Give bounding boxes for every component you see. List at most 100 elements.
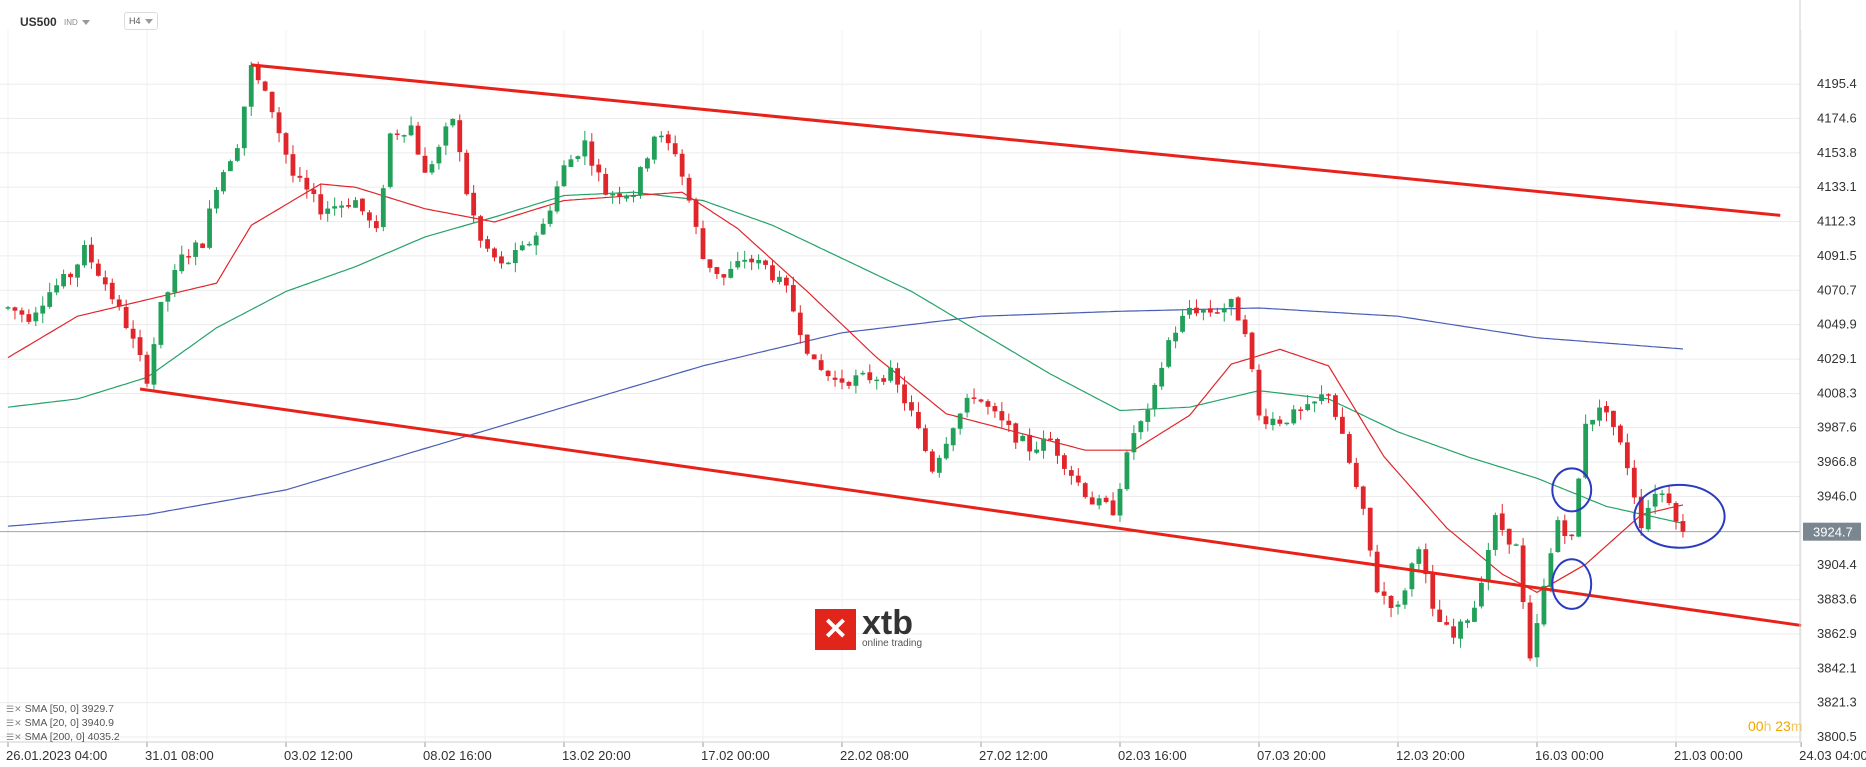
settings-icon[interactable]: ☰✕ bbox=[6, 704, 22, 714]
current-price-label: 3924.7 bbox=[1813, 525, 1853, 540]
candle-body bbox=[109, 282, 115, 300]
legend-item[interactable]: ☰✕ SMA [200, 0] 4035.2 bbox=[6, 730, 120, 744]
market-selector[interactable]: IND bbox=[64, 14, 90, 30]
candle-body bbox=[1555, 520, 1561, 552]
candle-body bbox=[1395, 604, 1401, 607]
x-tick-label: 03.02 12:00 bbox=[284, 748, 353, 763]
candle-body bbox=[742, 259, 748, 262]
candle-body bbox=[158, 301, 164, 345]
legend-item[interactable]: ☰✕ SMA [50, 0] 3929.7 bbox=[6, 702, 120, 716]
candle-body bbox=[658, 135, 664, 138]
candle-body bbox=[262, 81, 268, 91]
candle-body bbox=[874, 379, 880, 382]
instrument-symbol[interactable]: US500 bbox=[20, 15, 57, 29]
candle-body bbox=[234, 148, 240, 161]
candle-body bbox=[241, 106, 247, 149]
candle-body bbox=[1340, 416, 1345, 434]
channel-upper-trendline[interactable] bbox=[251, 63, 1781, 217]
candle-body bbox=[1381, 591, 1387, 596]
candle-body bbox=[1583, 423, 1589, 478]
candle-body bbox=[408, 125, 414, 136]
x-tick-label: 31.01 08:00 bbox=[145, 748, 214, 763]
candle-body bbox=[512, 250, 518, 264]
highlight-ellipse[interactable] bbox=[1551, 467, 1593, 513]
candle-body bbox=[672, 143, 678, 155]
candle-body bbox=[1590, 419, 1595, 425]
candle-body bbox=[297, 175, 303, 178]
candle-body bbox=[1458, 621, 1463, 639]
candle-body bbox=[1506, 528, 1512, 545]
legend-item[interactable]: ☰✕ SMA [20, 0] 3940.9 bbox=[6, 716, 120, 730]
candle-body bbox=[624, 195, 629, 199]
candle-body bbox=[978, 399, 984, 402]
highlight-ellipse[interactable] bbox=[1551, 558, 1593, 610]
candle-body bbox=[909, 402, 914, 411]
x-tick-label: 13.02 20:00 bbox=[562, 748, 631, 763]
candle-body bbox=[971, 397, 977, 399]
channel-lower-trendline[interactable] bbox=[139, 387, 1802, 627]
candle-body bbox=[839, 378, 845, 383]
candle-body bbox=[116, 299, 122, 307]
candle-body bbox=[999, 411, 1005, 421]
candle-body bbox=[436, 146, 442, 164]
candle-body bbox=[1576, 478, 1582, 537]
candle-body bbox=[1145, 409, 1151, 422]
x-tick-label: 16.03 00:00 bbox=[1535, 748, 1604, 763]
countdown-minutes-unit: m bbox=[1790, 718, 1803, 734]
candle-body bbox=[519, 245, 525, 251]
drawings[interactable] bbox=[139, 63, 1802, 627]
y-tick-label: 3821.3 bbox=[1817, 695, 1857, 710]
candle-body bbox=[721, 274, 727, 278]
candle-body bbox=[1013, 423, 1019, 443]
candle-body bbox=[1673, 503, 1679, 522]
candle-body bbox=[248, 65, 254, 107]
timeframe-label: H4 bbox=[129, 16, 141, 26]
candle-body bbox=[1305, 404, 1311, 411]
candle-body bbox=[888, 367, 894, 381]
candle-body bbox=[1367, 507, 1373, 551]
candle-body bbox=[1194, 307, 1199, 314]
x-tick-label: 17.02 00:00 bbox=[701, 748, 770, 763]
candle-body bbox=[832, 377, 838, 380]
candle-body bbox=[179, 254, 185, 272]
x-tick-label: 12.03 20:00 bbox=[1396, 748, 1465, 763]
candle-body bbox=[1527, 602, 1533, 659]
candle-body bbox=[1624, 442, 1630, 469]
settings-icon[interactable]: ☰✕ bbox=[6, 732, 22, 742]
candle-body bbox=[1638, 496, 1644, 529]
watermark-logo: ✕ xtb online trading bbox=[815, 606, 922, 650]
chevron-down-icon bbox=[81, 19, 90, 25]
legend-label: SMA [50, 0] 3929.7 bbox=[24, 703, 114, 715]
timeframe-selector[interactable]: H4 bbox=[124, 12, 158, 30]
x-tick-label: 22.02 08:00 bbox=[840, 748, 909, 763]
candle-body bbox=[1319, 394, 1324, 401]
candle-body bbox=[728, 268, 734, 278]
y-tick-label: 3987.6 bbox=[1817, 420, 1857, 435]
candle-body bbox=[1117, 488, 1123, 516]
candle-body bbox=[1430, 572, 1436, 609]
candle-body bbox=[353, 200, 358, 208]
candle-body bbox=[561, 165, 567, 187]
highlight-ellipse[interactable] bbox=[1633, 483, 1726, 549]
moving-averages bbox=[7, 183, 1684, 594]
candle-body bbox=[54, 285, 60, 293]
candle-body bbox=[492, 248, 497, 258]
settings-icon[interactable]: ☰✕ bbox=[6, 718, 22, 728]
candle-body bbox=[1180, 315, 1185, 332]
candle-body bbox=[485, 239, 490, 249]
candle-body bbox=[923, 428, 928, 451]
candle-body bbox=[589, 141, 595, 166]
candle-body bbox=[777, 276, 782, 282]
candle-body bbox=[943, 443, 949, 459]
candle-body bbox=[429, 164, 435, 173]
candle-body bbox=[332, 206, 338, 209]
candle-body bbox=[853, 375, 859, 386]
candle-body bbox=[1534, 623, 1540, 658]
candle-body bbox=[137, 337, 143, 356]
candle-body bbox=[631, 195, 636, 198]
y-tick-label: 3842.1 bbox=[1817, 660, 1857, 675]
candle-body bbox=[533, 235, 539, 246]
candle-body bbox=[1569, 534, 1575, 537]
candle-body bbox=[283, 133, 289, 155]
